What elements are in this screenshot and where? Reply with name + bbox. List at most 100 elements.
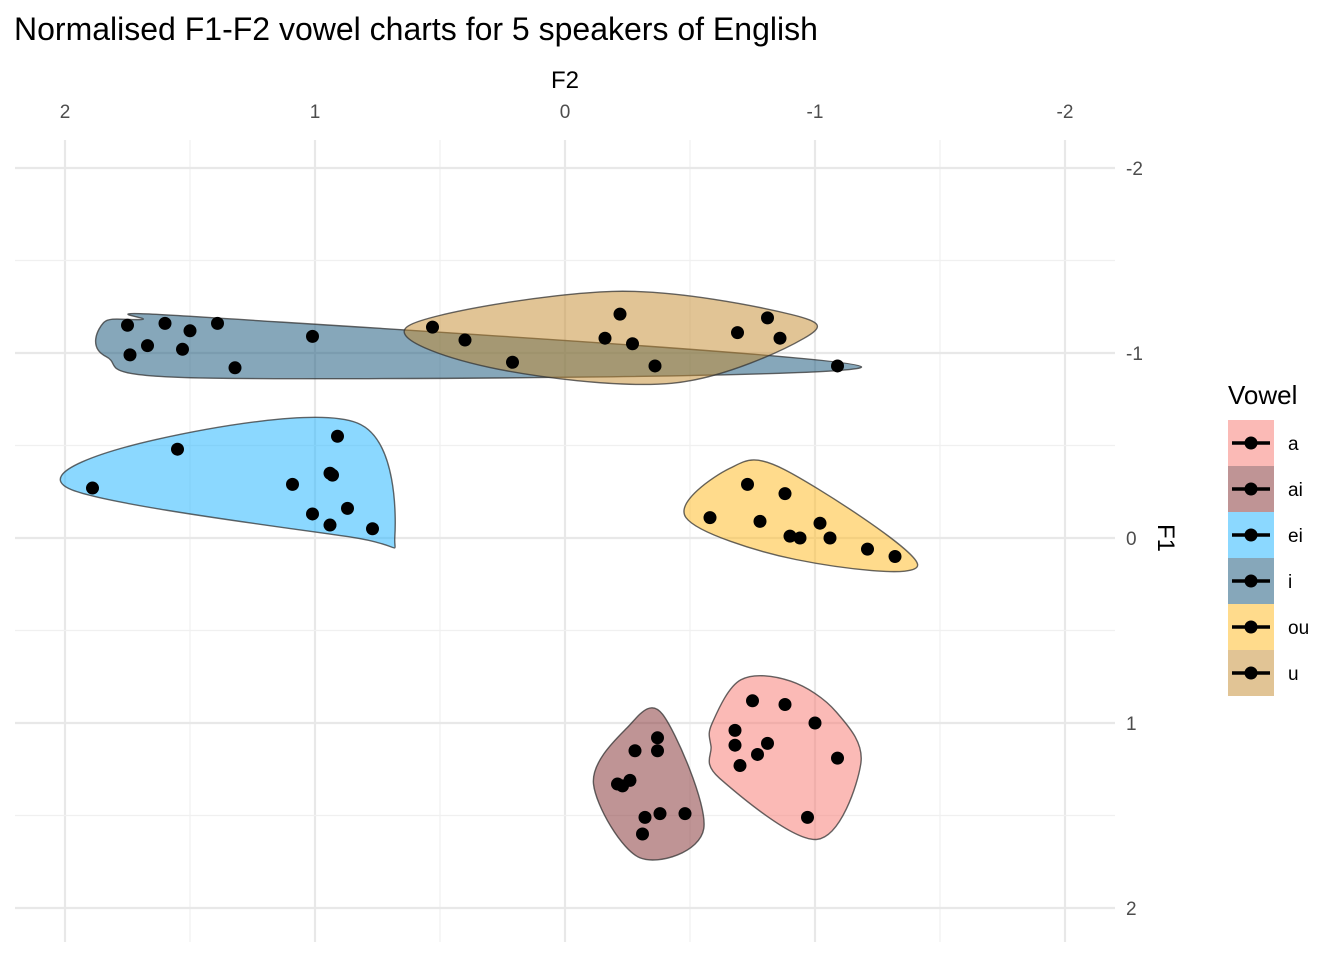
x-tick-label: 0 xyxy=(560,102,571,123)
data-point-ei xyxy=(171,442,184,456)
legend-title: Vowel xyxy=(1228,380,1297,410)
data-point-u xyxy=(613,307,627,321)
legend-key-point xyxy=(1244,482,1258,496)
vowel-region-a xyxy=(708,675,862,841)
legend-item-ei: ei xyxy=(1228,512,1303,558)
data-point-u xyxy=(598,331,612,345)
data-point-ei xyxy=(341,501,354,515)
data-point-a xyxy=(728,723,742,737)
data-point-i xyxy=(123,348,137,362)
y-tick-label: -2 xyxy=(1126,159,1143,180)
data-point-ou xyxy=(753,514,767,528)
data-point-ai xyxy=(651,744,664,758)
y-tick-label: 0 xyxy=(1126,529,1137,550)
data-point-i xyxy=(211,316,224,330)
data-point-ou xyxy=(741,477,754,491)
legend-key-point xyxy=(1244,528,1258,542)
data-point-a xyxy=(751,747,764,761)
x-axis-ticks: 2 1 0 -1 -2 xyxy=(60,102,1074,123)
legend-label: ou xyxy=(1288,618,1309,639)
data-point-ai xyxy=(628,744,642,758)
x-tick-label: -2 xyxy=(1057,102,1074,123)
vowel-region-ai xyxy=(592,707,705,861)
data-point-ei xyxy=(286,477,299,491)
data-point-i xyxy=(306,329,319,343)
data-point-ou xyxy=(783,529,797,543)
data-point-ai xyxy=(616,779,629,793)
legend-item-ai: ai xyxy=(1228,466,1303,512)
chart-title: Normalised F1-F2 vowel charts for 5 spea… xyxy=(14,11,818,47)
data-point-a xyxy=(728,738,742,752)
legend-label: i xyxy=(1288,572,1292,593)
data-point-ei xyxy=(306,507,319,521)
legend-label: u xyxy=(1288,664,1299,685)
data-point-a xyxy=(808,716,822,730)
data-point-u xyxy=(648,359,662,373)
data-point-ei xyxy=(86,481,99,495)
data-point-ou xyxy=(888,550,902,563)
data-point-i xyxy=(121,318,134,332)
y-tick-label: -1 xyxy=(1126,344,1143,365)
data-point-ai xyxy=(653,807,667,821)
data-point-u xyxy=(458,333,472,347)
data-point-a xyxy=(778,698,792,711)
data-point-i xyxy=(176,342,189,356)
data-point-ou xyxy=(778,487,792,501)
data-point-u xyxy=(626,337,639,351)
data-point-a xyxy=(746,694,759,708)
y-tick-label: 1 xyxy=(1126,714,1137,735)
x-axis-title: F2 xyxy=(551,67,579,94)
x-tick-label: 2 xyxy=(60,102,71,123)
data-point-ei xyxy=(326,468,339,482)
data-point-a xyxy=(733,759,747,773)
data-point-ou xyxy=(703,511,717,525)
data-point-ai xyxy=(638,810,652,824)
data-point-i xyxy=(183,324,197,338)
legend-key-point xyxy=(1244,574,1258,588)
data-point-i xyxy=(228,361,242,375)
data-point-i xyxy=(141,339,154,353)
legend-label: a xyxy=(1288,434,1299,455)
data-point-a xyxy=(761,736,774,750)
y-tick-label: 2 xyxy=(1126,899,1137,920)
y-axis-ticks: -2 -1 0 1 2 xyxy=(1126,159,1143,920)
data-point-ei xyxy=(366,522,379,536)
data-point-ou xyxy=(823,531,837,545)
data-point-a xyxy=(831,751,844,765)
data-point-ou xyxy=(793,531,807,545)
y-axis-title: F1 xyxy=(1152,524,1179,552)
legend-item-a: a xyxy=(1228,420,1299,466)
legend-item-i: i xyxy=(1228,558,1292,604)
data-point-ai xyxy=(636,827,649,841)
data-point-u xyxy=(506,355,519,369)
x-tick-label: -1 xyxy=(807,102,824,123)
legend-key-point xyxy=(1244,666,1258,680)
data-point-u xyxy=(426,320,439,334)
legend-key-point xyxy=(1244,620,1258,634)
legend-label: ai xyxy=(1288,480,1303,501)
data-point-ei xyxy=(323,518,337,532)
data-point-i xyxy=(831,359,844,373)
data-point-u xyxy=(731,326,744,340)
legend-label: ei xyxy=(1288,526,1303,547)
data-point-ei xyxy=(331,429,344,443)
data-point-ou xyxy=(813,516,827,530)
grid xyxy=(15,140,1115,942)
vowel-region-ou xyxy=(683,459,919,573)
vowel-region-ei xyxy=(59,416,396,549)
vowel-regions xyxy=(59,290,919,861)
legend: Vowel a ai ei i ou u xyxy=(1228,380,1309,696)
data-point-ai xyxy=(678,807,692,821)
legend-item-u: u xyxy=(1228,650,1299,696)
data-point-u xyxy=(773,331,787,345)
data-point-a xyxy=(801,810,814,824)
data-point-ou xyxy=(861,542,874,556)
data-point-u xyxy=(761,311,774,325)
data-point-i xyxy=(158,316,172,330)
data-points xyxy=(86,307,902,841)
x-tick-label: 1 xyxy=(310,102,321,123)
legend-item-ou: ou xyxy=(1228,604,1309,650)
data-point-ai xyxy=(651,731,664,745)
legend-key-point xyxy=(1244,436,1258,450)
